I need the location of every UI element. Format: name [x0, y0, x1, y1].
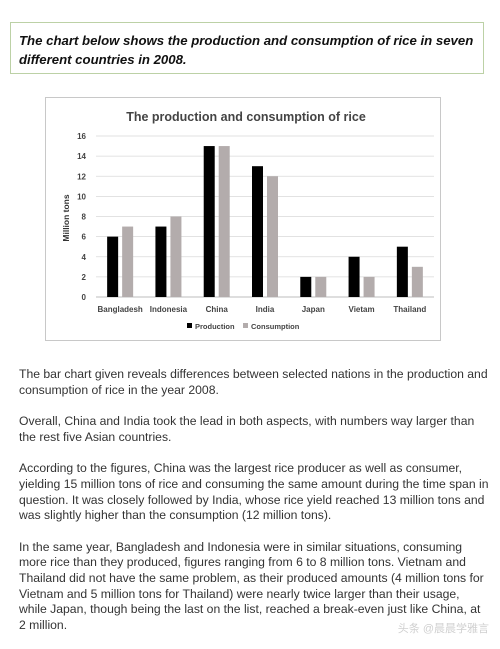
y-tick-label: 10 — [77, 192, 86, 201]
bar-production-bangladesh — [107, 236, 119, 297]
chart-svg: The production and consumption of rice M… — [61, 110, 434, 331]
x-tick-label: Indonesia — [150, 305, 188, 314]
prompt-text: The chart below shows the production and… — [19, 33, 474, 67]
bar-consumption-india — [267, 176, 278, 297]
x-tick-label: India — [256, 305, 275, 314]
bar-consumption-thailand — [411, 266, 423, 297]
essay-paragraph-1: The bar chart given reveals differences … — [19, 367, 488, 397]
bar-production-indonesia — [155, 226, 167, 297]
essay-paragraph-4: In the same year, Bangladesh and Indones… — [19, 539, 484, 632]
legend-swatch — [243, 323, 248, 328]
essay-paragraph-3: According to the figures, China was the … — [19, 461, 489, 523]
chart-legend: Production Consumption — [187, 322, 300, 331]
bar-consumption-japan — [315, 276, 327, 297]
x-tick-label: Bangladesh — [97, 305, 142, 314]
bar-production-india — [252, 166, 263, 297]
prompt-box: The chart below shows the production and… — [10, 22, 484, 74]
y-tick-label: 6 — [82, 233, 87, 242]
x-tick-label: Thailand — [393, 305, 426, 314]
y-tick-label: 8 — [82, 213, 87, 222]
essay-paragraph-2: Overall, China and India took the lead i… — [19, 414, 475, 444]
y-tick-label: 4 — [82, 253, 87, 262]
y-axis-label: Million tons — [61, 194, 71, 241]
y-tick-label: 0 — [82, 293, 87, 302]
chart-title: The production and consumption of rice — [126, 110, 366, 124]
legend-label: Production — [195, 322, 235, 331]
x-tick-label: China — [206, 305, 229, 314]
legend-label: Consumption — [251, 322, 300, 331]
bar-production-japan — [300, 276, 312, 297]
bar-production-china — [203, 146, 215, 297]
watermark: 头条 @晨晨学雅言 — [394, 620, 492, 636]
x-tick-label: Vietam — [349, 305, 375, 314]
legend-swatch — [187, 323, 192, 328]
bar-production-vietam — [348, 256, 360, 297]
bar-consumption-bangladesh — [122, 226, 134, 297]
y-tick-label: 12 — [77, 172, 86, 181]
bar-consumption-vietam — [363, 276, 375, 297]
y-tick-label: 16 — [77, 132, 86, 141]
bar-production-thailand — [396, 246, 408, 297]
bar-consumption-indonesia — [170, 216, 182, 297]
x-tick-label: Japan — [302, 305, 325, 314]
bar-chart: The production and consumption of rice M… — [45, 97, 441, 341]
y-tick-label: 14 — [77, 152, 86, 161]
y-tick-label: 2 — [82, 273, 87, 282]
essay-text: The bar chart given reveals differences … — [19, 367, 489, 649]
bar-consumption-china — [218, 146, 230, 297]
